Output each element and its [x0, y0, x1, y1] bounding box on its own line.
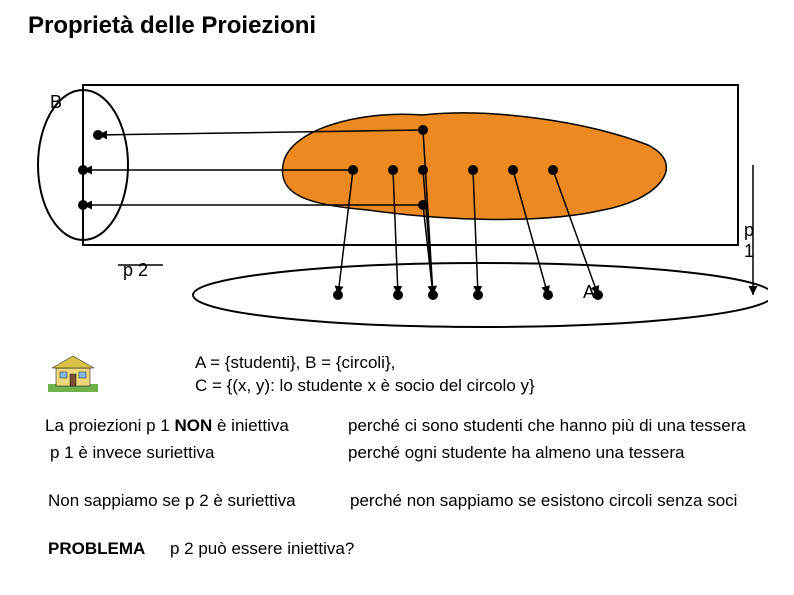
row3-left: Non sappiamo se p 2 è suriettiva: [48, 490, 296, 513]
row3-right: perché non sappiamo se esistono circoli …: [350, 490, 737, 513]
page-title: Proprietà delle Proiezioni: [28, 12, 316, 40]
def-line2: C = {(x, y): lo studente x è socio del c…: [195, 375, 535, 398]
def-line1: A = {studenti}, B = {circoli},: [195, 352, 535, 375]
row2-left: p 1 è invece suriettiva: [50, 442, 214, 465]
row4-right: p 2 può essere iniettiva?: [170, 538, 354, 561]
label-A: A: [583, 282, 595, 303]
r1-bold: NON: [174, 416, 212, 435]
diagram-svg: [28, 70, 768, 330]
row4-left: PROBLEMA: [48, 538, 145, 561]
r1-post: è iniettiva: [212, 416, 289, 435]
label-B: B: [50, 92, 62, 113]
label-p1: p 1: [744, 220, 768, 262]
projection-diagram: B A p 1 p 2: [28, 70, 768, 330]
definition-text: A = {studenti}, B = {circoli}, C = {(x, …: [195, 352, 535, 398]
row1-left: La proiezioni p 1 NON è iniettiva: [45, 415, 289, 438]
row1-right: perché ci sono studenti che hanno più di…: [348, 415, 746, 438]
row2-right: perché ogni studente ha almeno una tesse…: [348, 442, 684, 465]
house-icon: [48, 352, 98, 397]
r1-pre: La proiezioni p 1: [45, 416, 174, 435]
label-p2: p 2: [123, 260, 148, 281]
